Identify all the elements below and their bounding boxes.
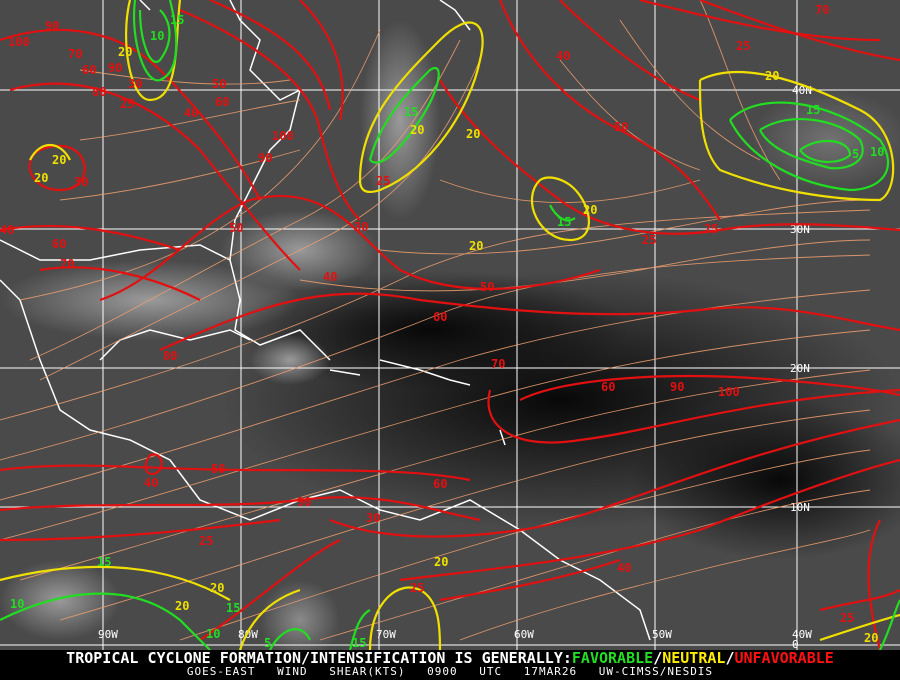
contour-label: 30 — [128, 77, 142, 91]
legend-separator: / — [653, 649, 663, 667]
contour-label: 70 — [68, 47, 82, 61]
contour-label: 5 — [852, 147, 859, 161]
contour-label: 100 — [8, 35, 30, 49]
legend-neutral: NEUTRAL — [662, 649, 726, 667]
contour-label: 25 — [120, 97, 134, 111]
lon-label: 50W — [652, 628, 672, 641]
contour-label: 25 — [410, 581, 424, 595]
contour-label: 10 — [150, 29, 164, 43]
contour-label: 50 — [229, 221, 243, 235]
contour-label: 10 — [10, 597, 24, 611]
contour-label: 20 — [175, 599, 189, 613]
contour-label: 25 — [642, 233, 656, 247]
contour-label: 20 — [583, 203, 597, 217]
legend-unfavorable: UNFAVORABLE — [734, 649, 834, 667]
contour-label: 20 — [469, 239, 483, 253]
contour-label: 25 — [840, 611, 854, 625]
contour-label: 70 — [491, 357, 505, 371]
contour-label: 40 — [144, 476, 158, 490]
contour-label: 20 — [210, 581, 224, 595]
contour-label: 20 — [864, 631, 878, 645]
coastlines — [0, 0, 651, 641]
map-canvas: 90W 80W 70W 60W 50W 40W 40N 30N 20N 10N … — [0, 0, 900, 650]
lon-label: 60W — [514, 628, 534, 641]
contour-label: 80 — [92, 85, 106, 99]
contour-label: 10 — [870, 145, 884, 159]
contour-label: 10 — [206, 627, 220, 641]
product-name: GOES-EAST WIND SHEAR(KTS) — [186, 665, 406, 678]
contour-label: 40 — [323, 270, 337, 284]
lon-label: 80W — [238, 628, 258, 641]
contour-label: 90 — [258, 151, 272, 165]
contour-label: 60 — [433, 477, 447, 491]
contour-label: 70 — [815, 3, 829, 17]
contour-label: 60 — [433, 310, 447, 324]
product-time: 0900 UTC — [427, 665, 503, 678]
contour-label: 30 — [354, 220, 368, 234]
contour-label: 50 — [614, 120, 628, 134]
contour-label: 100 — [272, 129, 294, 143]
contour-label: 60 — [215, 95, 229, 109]
contour-label: 25 — [704, 222, 718, 236]
favorability-legend: TROPICAL CYCLONE FORMATION/INTENSIFICATI… — [0, 650, 900, 666]
contour-label: 15 — [806, 103, 820, 117]
contour-label: 100 — [718, 385, 740, 399]
contour-label: 30 — [366, 511, 380, 525]
legend-favorable: FAVORABLE — [571, 649, 654, 667]
lat-label: 30N — [790, 223, 810, 236]
contour-label: 15 — [226, 601, 240, 615]
product-info: GOES-EAST WIND SHEAR(KTS) 0900 UTC 17MAR… — [0, 666, 900, 678]
contour-label: 25 — [199, 534, 213, 548]
streamlines — [0, 0, 871, 641]
contour-label: 15 — [557, 215, 571, 229]
contour-label: 90 — [108, 61, 122, 75]
contour-label: 15 — [404, 105, 418, 119]
contour-label: 60 — [82, 63, 96, 77]
lon-label: 90W — [98, 628, 118, 641]
contour-label: 20 — [52, 153, 66, 167]
lat-label: 20N — [790, 362, 810, 375]
shear-contours-favorable — [0, 0, 900, 650]
shear-contours-unfavorable — [0, 0, 900, 650]
shear-contours-neutral — [0, 0, 900, 650]
contour-label: 90 — [45, 19, 59, 33]
legend-separator: / — [725, 649, 735, 667]
contour-label: 60 — [601, 380, 615, 394]
contour-label: 20 — [410, 123, 424, 137]
contour-label: 40 — [184, 106, 198, 120]
product-date: 17MAR26 — [523, 665, 578, 678]
contour-label: 15 — [352, 636, 366, 650]
contour-label: 50 — [211, 462, 225, 476]
contour-labels: 100 90 70 60 80 90 50 60 40 90 100 20 25… — [0, 3, 884, 650]
contour-label: 50 — [212, 77, 226, 91]
contour-label: 90 — [297, 495, 311, 509]
product-source: UW-CIMSS/NESDIS — [598, 665, 714, 678]
contour-label: 20 — [466, 127, 480, 141]
lon-label: 40W — [792, 628, 812, 641]
contour-label: 25 — [376, 174, 390, 188]
contour-label: 20 — [118, 45, 132, 59]
contour-label: 20 — [434, 555, 448, 569]
contour-label: 20 — [34, 171, 48, 185]
contour-label: 25 — [736, 39, 750, 53]
lon-label: 70W — [376, 628, 396, 641]
contour-label: 50 — [480, 280, 494, 294]
lat-label: 0 — [792, 638, 799, 650]
contour-label: 20 — [765, 69, 779, 83]
contour-label: 5 — [264, 636, 271, 650]
lat-label: 10N — [790, 501, 810, 514]
contour-label: 40 — [556, 49, 570, 63]
contour-label: 15 — [97, 555, 111, 569]
contour-label: 30 — [74, 175, 88, 189]
contour-label: 15 — [170, 13, 184, 27]
contour-label: 70 — [60, 257, 74, 271]
map-footer: TROPICAL CYCLONE FORMATION/INTENSIFICATI… — [0, 650, 900, 680]
contour-label: 40 — [617, 561, 631, 575]
contour-label: 90 — [670, 380, 684, 394]
contour-label: 40 — [0, 223, 14, 237]
legend-prefix: TROPICAL CYCLONE FORMATION/INTENSIFICATI… — [66, 649, 572, 667]
contour-label: 60 — [52, 237, 66, 251]
contour-label: 80 — [163, 349, 177, 363]
